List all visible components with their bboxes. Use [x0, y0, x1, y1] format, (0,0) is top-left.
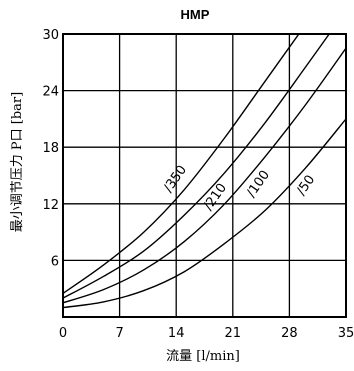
- y-axis-label: 最小调节压力 P口 [bar]: [10, 92, 25, 232]
- x-tick-label: 0: [59, 326, 67, 341]
- series-line: [63, 118, 346, 309]
- x-tick-label: 21: [225, 326, 242, 341]
- series-label: /100: [244, 168, 273, 201]
- x-tick-label: 14: [168, 326, 185, 341]
- x-tick-label: 28: [281, 326, 298, 341]
- x-axis-label: 流量 [l/min]: [166, 349, 240, 364]
- y-tick-label: 30: [42, 28, 59, 43]
- tick-labels: 0 7 14 21 28 35 6 12 18 24 30: [42, 28, 354, 341]
- series-line: [63, 34, 300, 294]
- series-line: [63, 34, 331, 299]
- curves: [63, 34, 346, 309]
- y-tick-label: 18: [42, 141, 59, 156]
- series-line: [63, 47, 346, 304]
- plot-frame: [62, 33, 347, 318]
- x-tick-label: 35: [338, 326, 354, 341]
- y-tick-label: 6: [51, 254, 59, 269]
- chart-title: HMP: [181, 7, 210, 22]
- y-tick-label: 24: [42, 85, 59, 100]
- y-tick-label: 12: [42, 198, 59, 213]
- series-label: /350: [161, 163, 190, 196]
- series-label: /210: [201, 181, 230, 214]
- x-tick-label: 7: [115, 326, 123, 341]
